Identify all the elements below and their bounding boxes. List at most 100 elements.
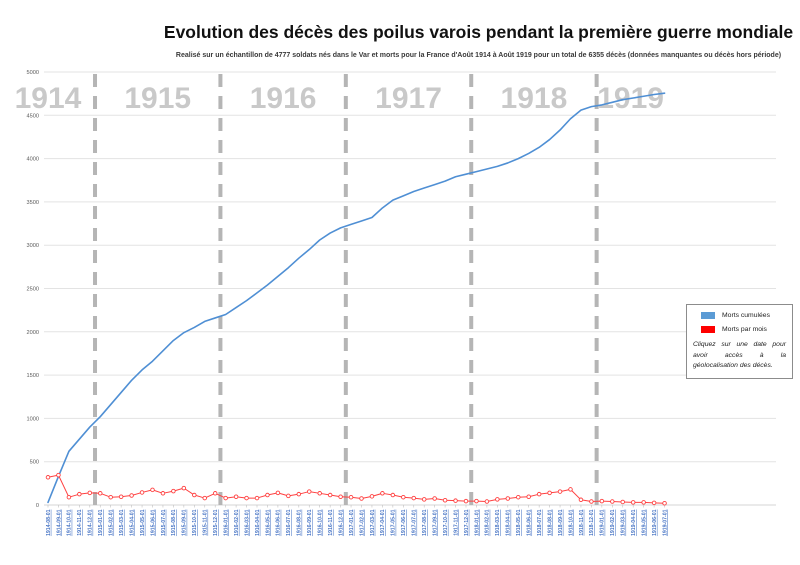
legend-item-cumulative: Morts cumulées bbox=[693, 312, 786, 319]
monthly-deaths-marker bbox=[411, 495, 417, 501]
x-axis-date-link[interactable]: 1918-12-01 bbox=[589, 509, 595, 536]
x-axis-date-link[interactable]: 1916-06-01 bbox=[276, 509, 282, 536]
monthly-deaths-marker bbox=[610, 499, 615, 504]
x-axis-date-link[interactable]: 1918-02-01 bbox=[485, 509, 491, 536]
monthly-deaths-marker bbox=[108, 494, 113, 500]
x-axis-date-link[interactable]: 1917-01-01 bbox=[349, 509, 355, 536]
x-axis-date-link[interactable]: 1916-07-01 bbox=[286, 509, 292, 536]
x-axis-date-link[interactable]: 1916-12-01 bbox=[338, 509, 344, 536]
x-axis-date-link[interactable]: 1915-09-01 bbox=[182, 509, 188, 536]
monthly-deaths-marker bbox=[56, 472, 61, 478]
x-axis-date-link[interactable]: 1918-04-01 bbox=[506, 509, 512, 536]
x-axis-date-link[interactable]: 1919-04-01 bbox=[631, 509, 637, 536]
x-axis-date-link[interactable]: 1917-07-01 bbox=[412, 509, 418, 536]
monthly-deaths-marker bbox=[45, 475, 51, 480]
monthly-deaths-marker bbox=[286, 493, 291, 499]
x-axis-date-link[interactable]: 1915-10-01 bbox=[192, 509, 198, 536]
monthly-deaths-marker bbox=[536, 491, 542, 497]
x-axis-date-link[interactable]: 1918-08-01 bbox=[547, 509, 553, 536]
x-axis-date-link[interactable]: 1915-03-01 bbox=[119, 509, 125, 536]
x-axis-date-link[interactable]: 1917-10-01 bbox=[443, 509, 449, 536]
x-axis-date-link[interactable]: 1914-10-01 bbox=[67, 509, 73, 536]
x-axis-date-link[interactable]: 1919-02-01 bbox=[610, 509, 616, 536]
x-axis-date-link[interactable]: 1916-05-01 bbox=[265, 509, 271, 536]
x-axis-date-link[interactable]: 1914-09-01 bbox=[56, 509, 62, 536]
y-axis-tick-label: 1000 bbox=[27, 416, 39, 422]
monthly-deaths-marker bbox=[641, 500, 646, 505]
x-axis-date-link[interactable]: 1916-08-01 bbox=[297, 509, 303, 536]
x-axis-date-link[interactable]: 1918-07-01 bbox=[537, 509, 543, 536]
y-axis-tick-label: 3500 bbox=[27, 200, 39, 206]
x-axis-date-link[interactable]: 1914-08-01 bbox=[46, 509, 52, 536]
x-axis-date-link[interactable]: 1919-01-01 bbox=[600, 509, 606, 536]
x-axis-date-link[interactable]: 1915-01-01 bbox=[98, 509, 104, 536]
monthly-deaths-marker bbox=[233, 494, 239, 500]
x-axis-date-link[interactable]: 1917-09-01 bbox=[432, 509, 438, 536]
monthly-deaths-marker bbox=[307, 489, 312, 494]
monthly-deaths-marker bbox=[275, 490, 281, 496]
monthly-deaths-marker bbox=[338, 494, 343, 500]
x-axis-date-link[interactable]: 1915-11-01 bbox=[203, 509, 209, 535]
x-axis-date-link[interactable]: 1918-01-01 bbox=[474, 509, 480, 536]
monthly-deaths-marker bbox=[317, 491, 322, 496]
x-axis-date-link[interactable]: 1916-11-01 bbox=[328, 509, 334, 535]
x-axis-date-link[interactable]: 1917-02-01 bbox=[359, 509, 365, 536]
monthly-deaths-marker bbox=[66, 494, 72, 500]
x-axis-date-link[interactable]: 1916-04-01 bbox=[255, 509, 261, 536]
monthly-deaths-marker bbox=[181, 485, 187, 491]
x-axis-date-link[interactable]: 1917-12-01 bbox=[464, 509, 470, 536]
monthly-deaths-marker bbox=[526, 494, 531, 500]
monthly-deaths-marker bbox=[442, 497, 448, 503]
y-axis-tick-label: 4500 bbox=[27, 113, 39, 119]
x-axis-date-link[interactable]: 1914-11-01 bbox=[77, 509, 83, 535]
monthly-deaths-marker bbox=[192, 492, 197, 498]
x-axis-date-link[interactable]: 1917-06-01 bbox=[401, 509, 407, 536]
x-axis-date-link[interactable]: 1918-06-01 bbox=[527, 509, 533, 536]
x-axis-date-link[interactable]: 1918-03-01 bbox=[495, 509, 501, 536]
x-axis-date-link[interactable]: 1915-04-01 bbox=[129, 509, 135, 536]
x-axis-date-link[interactable]: 1916-10-01 bbox=[318, 509, 324, 536]
x-axis-date-link[interactable]: 1915-12-01 bbox=[213, 509, 219, 536]
x-axis-date-link[interactable]: 1917-05-01 bbox=[391, 509, 397, 536]
monthly-deaths-marker bbox=[359, 496, 364, 501]
x-axis-date-link[interactable]: 1919-07-01 bbox=[662, 509, 668, 536]
x-axis-date-link[interactable]: 1915-02-01 bbox=[109, 509, 115, 536]
legend-box: Morts cumulées Morts par mois Cliquez su… bbox=[686, 304, 793, 379]
x-axis-date-link[interactable]: 1915-08-01 bbox=[171, 509, 177, 536]
x-axis-date-link[interactable]: 1917-08-01 bbox=[422, 509, 428, 536]
x-axis-date-link[interactable]: 1915-05-01 bbox=[140, 509, 146, 536]
x-axis-date-link[interactable]: 1919-05-01 bbox=[641, 509, 647, 536]
year-band-label: 1916 bbox=[250, 82, 317, 115]
year-band-label: 1918 bbox=[501, 82, 568, 115]
legend-note: Cliquez sur une date pour avoir accès à … bbox=[693, 341, 786, 370]
monthly-deaths-marker bbox=[432, 496, 437, 501]
monthly-deaths-marker bbox=[327, 492, 333, 498]
monthly-deaths-marker bbox=[254, 495, 260, 501]
x-axis-date-link[interactable]: 1917-11-01 bbox=[453, 509, 459, 535]
monthly-deaths-marker bbox=[505, 496, 511, 501]
x-axis-date-link[interactable]: 1916-02-01 bbox=[234, 509, 240, 536]
x-axis-date-link[interactable]: 1918-09-01 bbox=[558, 509, 564, 536]
x-axis-date-link[interactable]: 1919-03-01 bbox=[621, 509, 627, 536]
monthly-deaths-marker bbox=[171, 488, 176, 494]
legend-label-cumulative: Morts cumulées bbox=[722, 312, 770, 319]
x-axis-date-link[interactable]: 1917-04-01 bbox=[380, 509, 386, 536]
x-axis-date-link[interactable]: 1918-05-01 bbox=[516, 509, 522, 536]
monthly-deaths-marker bbox=[474, 498, 479, 504]
x-axis-date-link[interactable]: 1916-09-01 bbox=[307, 509, 313, 536]
x-axis-date-link[interactable]: 1915-07-01 bbox=[161, 509, 167, 536]
x-axis-date-link[interactable]: 1916-01-01 bbox=[223, 509, 229, 536]
x-axis-date-link[interactable]: 1917-03-01 bbox=[370, 509, 376, 536]
y-axis-tick-label: 5000 bbox=[27, 70, 39, 76]
monthly-deaths-marker bbox=[599, 498, 605, 504]
x-axis-date-link[interactable]: 1916-03-01 bbox=[244, 509, 250, 536]
x-axis-date-link[interactable]: 1915-06-01 bbox=[150, 509, 156, 536]
x-axis-date-link[interactable]: 1919-06-01 bbox=[652, 509, 658, 536]
monthly-deaths-marker bbox=[630, 500, 636, 505]
y-axis-tick-label: 500 bbox=[30, 460, 39, 466]
monthly-deaths-marker bbox=[160, 491, 166, 496]
x-axis-date-link[interactable]: 1918-10-01 bbox=[568, 509, 574, 536]
x-axis-date-link[interactable]: 1914-12-01 bbox=[88, 509, 94, 536]
x-axis-date-link[interactable]: 1918-11-01 bbox=[579, 509, 585, 535]
